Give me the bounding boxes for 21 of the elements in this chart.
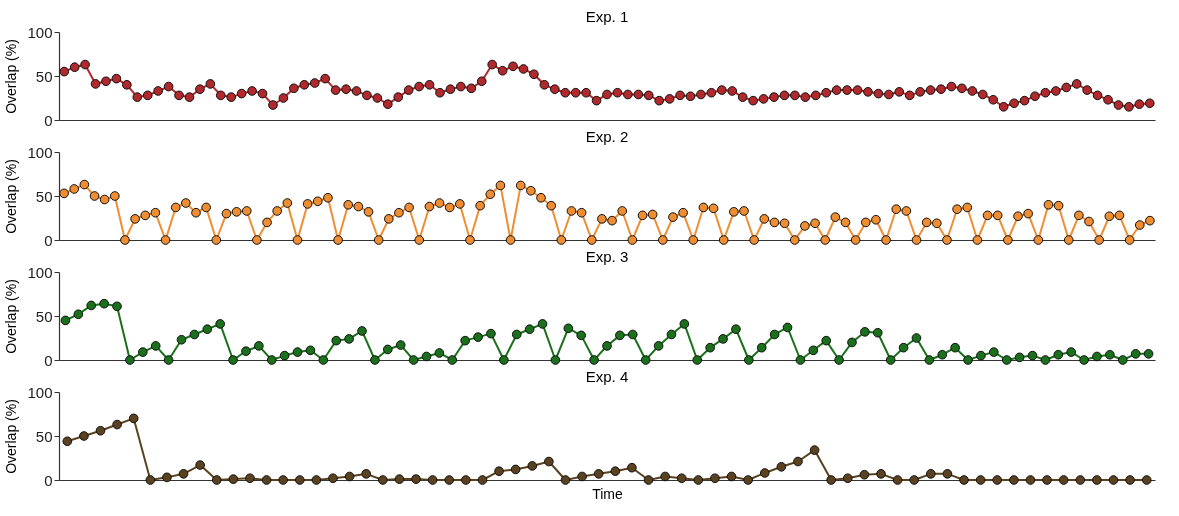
y-axis-title: Overlap (%) [3, 279, 20, 354]
y-axis-title: Overlap (%) [3, 399, 20, 474]
chart-title: Exp. 4 [585, 368, 629, 385]
y-tick-label: 100 [27, 263, 53, 281]
y-tick-label: 0 [44, 471, 53, 489]
y-tick-label: 100 [27, 143, 53, 161]
y-tick-label: 100 [27, 383, 53, 401]
y-tick-label: 0 [44, 111, 53, 129]
chart-title: Exp. 3 [585, 248, 629, 265]
chart-title: Exp. 1 [585, 8, 629, 25]
chart-title: Exp. 2 [585, 128, 629, 145]
y-tick-label: 100 [27, 23, 53, 41]
y-tick-label: 0 [44, 231, 53, 249]
y-tick-label: 50 [35, 427, 53, 445]
x-axis-title: Time [592, 485, 624, 502]
y-tick-label: 50 [35, 307, 53, 325]
y-axis-title: Overlap (%) [3, 39, 20, 114]
y-tick-label: 50 [35, 67, 53, 85]
y-tick-label: 0 [44, 351, 53, 369]
y-tick-label: 50 [35, 187, 53, 205]
y-axis-title: Overlap (%) [3, 159, 20, 234]
